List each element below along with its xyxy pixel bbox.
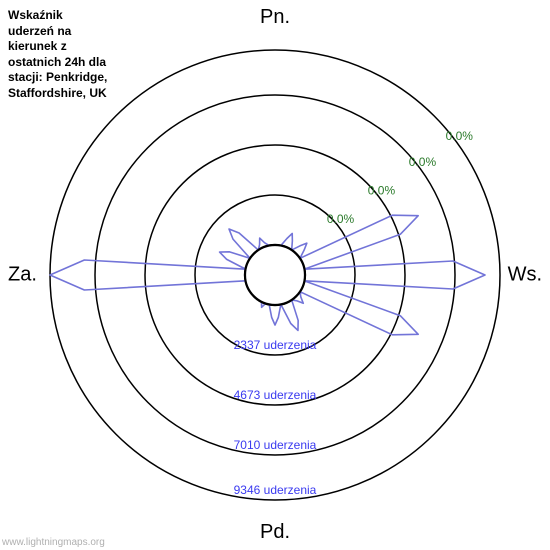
ring-strikes-label: 4673 uderzenia bbox=[234, 388, 317, 402]
cardinal-north: Pn. bbox=[260, 6, 290, 29]
cardinal-west: Za. bbox=[8, 264, 37, 287]
cardinal-east: Ws. bbox=[508, 264, 542, 287]
ring-pct-label: 0.0% bbox=[446, 129, 474, 143]
ring-strikes-label: 7010 uderzenia bbox=[234, 438, 317, 452]
ring-pct-label: 0.0% bbox=[409, 155, 437, 169]
ring-strikes-label: 2337 uderzenia bbox=[234, 338, 317, 352]
cardinal-south: Pd. bbox=[260, 521, 290, 544]
ring-strikes-label: 9346 uderzenia bbox=[234, 483, 317, 497]
attribution-text: www.lightningmaps.org bbox=[2, 537, 105, 548]
ring-pct-label: 0.0% bbox=[368, 183, 396, 197]
center-circle bbox=[245, 245, 305, 305]
chart-title: Wskaźnik uderzeń na kierunek z ostatnich… bbox=[8, 8, 108, 102]
ring-pct-label: 0.0% bbox=[327, 212, 355, 226]
chart-container: 0.0% 0.0% 0.0% 0.0% 2337 uderzenia 4673 uderz… bbox=[0, 0, 550, 550]
